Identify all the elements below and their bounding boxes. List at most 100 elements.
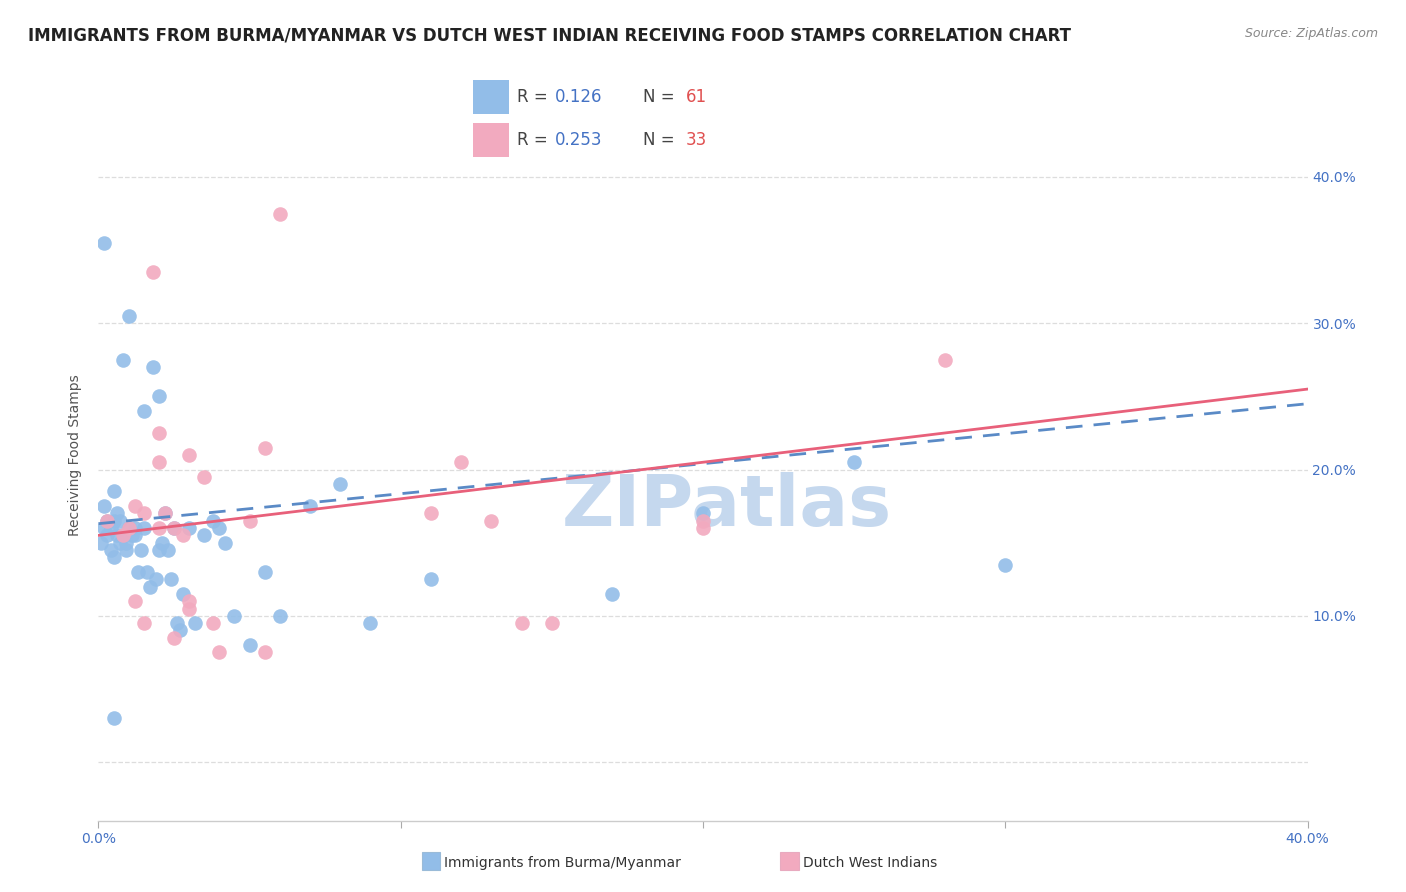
- Text: R =: R =: [517, 131, 554, 149]
- Point: [132, 507, 155, 521]
- Point: [93, 521, 115, 535]
- Point: [139, 580, 162, 594]
- Point: [93, 499, 115, 513]
- Y-axis label: Receiving Food Stamps: Receiving Food Stamps: [69, 374, 83, 536]
- Point: [692, 521, 714, 535]
- Point: [148, 389, 170, 403]
- Point: [202, 514, 225, 528]
- Point: [253, 645, 276, 659]
- Point: [224, 608, 246, 623]
- Point: [163, 521, 186, 535]
- Point: [239, 514, 262, 528]
- Point: [193, 470, 215, 484]
- Point: [148, 543, 170, 558]
- Text: N =: N =: [643, 87, 679, 105]
- Point: [108, 535, 131, 549]
- Point: [692, 514, 714, 528]
- Point: [208, 521, 231, 535]
- Point: [118, 521, 141, 535]
- Point: [118, 521, 141, 535]
- Point: [269, 206, 291, 220]
- Point: [111, 352, 134, 367]
- Point: [253, 441, 276, 455]
- Point: [179, 448, 201, 462]
- Point: [96, 514, 118, 528]
- Point: [142, 265, 165, 279]
- Point: [129, 543, 152, 558]
- Point: [148, 425, 170, 440]
- Point: [145, 572, 167, 586]
- Point: [103, 514, 125, 528]
- Point: [124, 528, 146, 542]
- Point: [692, 507, 714, 521]
- Point: [153, 507, 176, 521]
- Point: [994, 558, 1017, 572]
- Point: [163, 631, 186, 645]
- Point: [360, 616, 382, 631]
- Point: [510, 616, 533, 631]
- Point: [450, 455, 472, 469]
- Point: [160, 572, 183, 586]
- Text: Source: ZipAtlas.com: Source: ZipAtlas.com: [1244, 27, 1378, 40]
- Point: [111, 528, 134, 542]
- Point: [208, 645, 231, 659]
- Point: [121, 528, 143, 542]
- Point: [253, 565, 276, 579]
- Point: [540, 616, 562, 631]
- Point: [202, 616, 225, 631]
- Point: [132, 404, 155, 418]
- Point: [169, 624, 191, 638]
- Point: [118, 309, 141, 323]
- Point: [934, 352, 956, 367]
- Text: 61: 61: [686, 87, 707, 105]
- Point: [193, 528, 215, 542]
- Point: [90, 535, 112, 549]
- Point: [844, 455, 866, 469]
- Point: [172, 528, 194, 542]
- Point: [100, 543, 122, 558]
- Point: [153, 507, 176, 521]
- Point: [124, 521, 146, 535]
- Text: 33: 33: [686, 131, 707, 149]
- Point: [481, 514, 503, 528]
- Point: [103, 550, 125, 565]
- Point: [103, 711, 125, 725]
- Point: [105, 528, 128, 542]
- Point: [96, 528, 118, 542]
- Point: [114, 543, 136, 558]
- Point: [124, 594, 146, 608]
- Text: IMMIGRANTS FROM BURMA/MYANMAR VS DUTCH WEST INDIAN RECEIVING FOOD STAMPS CORRELA: IMMIGRANTS FROM BURMA/MYANMAR VS DUTCH W…: [28, 27, 1071, 45]
- Point: [148, 521, 170, 535]
- Point: [111, 528, 134, 542]
- Point: [184, 616, 207, 631]
- Text: R =: R =: [517, 87, 554, 105]
- Point: [420, 572, 443, 586]
- Point: [148, 455, 170, 469]
- Point: [166, 616, 188, 631]
- FancyBboxPatch shape: [472, 123, 509, 157]
- Point: [172, 587, 194, 601]
- Point: [127, 565, 149, 579]
- Point: [132, 616, 155, 631]
- Text: 0.126: 0.126: [555, 87, 603, 105]
- Point: [179, 601, 201, 615]
- Point: [108, 514, 131, 528]
- Point: [269, 608, 291, 623]
- Text: Immigrants from Burma/Myanmar: Immigrants from Burma/Myanmar: [444, 855, 681, 870]
- Point: [163, 521, 186, 535]
- Point: [156, 543, 179, 558]
- Text: 0.253: 0.253: [555, 131, 603, 149]
- Point: [105, 507, 128, 521]
- Point: [103, 484, 125, 499]
- Point: [299, 499, 322, 513]
- Point: [132, 521, 155, 535]
- FancyBboxPatch shape: [472, 79, 509, 113]
- Point: [124, 499, 146, 513]
- Text: N =: N =: [643, 131, 679, 149]
- Point: [179, 521, 201, 535]
- Point: [214, 535, 236, 549]
- Point: [96, 514, 118, 528]
- Point: [135, 565, 157, 579]
- Point: [329, 477, 352, 491]
- Point: [114, 535, 136, 549]
